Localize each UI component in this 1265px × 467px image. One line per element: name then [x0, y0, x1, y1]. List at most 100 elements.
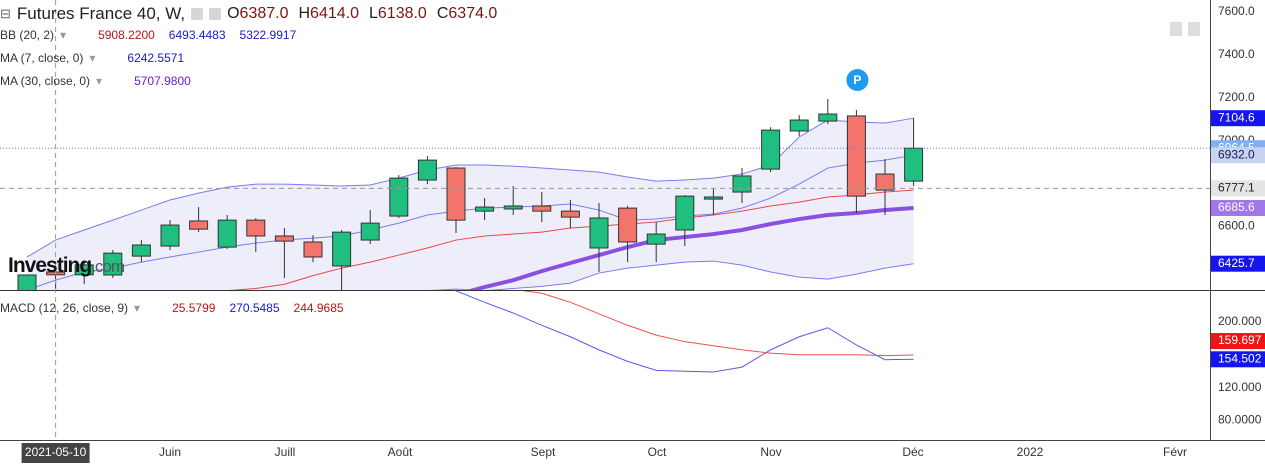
candle-body: [217, 219, 237, 248]
ohlc-value: 6374.0: [448, 5, 498, 22]
x-tick-label: Août: [388, 445, 413, 459]
candle-body: [532, 205, 552, 212]
candle-body: [160, 224, 180, 247]
legend-value: 6493.4483: [168, 28, 226, 42]
macd-label: 154.502: [1218, 351, 1262, 365]
candle-body: [904, 147, 924, 182]
legend-name: MACD (12, 26, close, 9): [0, 301, 129, 315]
y-tick-label: 7200.0: [1218, 90, 1255, 104]
price-label: 6932.0: [1218, 147, 1255, 161]
legend-value: 270.5485: [229, 301, 280, 315]
bb-middle: [26, 154, 914, 290]
candle-body: [103, 252, 123, 276]
header: ⊟ Futures France 40, W, O6387.0 H6414.0 L6…: [0, 4, 497, 24]
legend-value: 25.5799: [172, 301, 216, 315]
legend-name: MA (30, close, 0): [0, 74, 91, 88]
candle-body: [246, 219, 266, 237]
time-axis-bg: [0, 441, 1265, 467]
candle-body: [818, 113, 838, 122]
legend-value: 6242.5571: [127, 51, 185, 65]
legend-row: MA (7, close, 0) ▾ 6242.5571: [0, 51, 184, 65]
candle-body: [17, 274, 37, 290]
price-label-bg: [1211, 147, 1265, 164]
candle-body: [846, 115, 866, 197]
macd-line: [27, 291, 914, 357]
x-tick-label: Juin: [159, 445, 181, 459]
ohlc-value: 6414.0: [310, 5, 359, 22]
ohlc: O6387.0 H6414.0 L6138.0 C6374.0: [227, 5, 497, 23]
x-tick-label: Oct: [648, 445, 667, 459]
y-tick-label: 6600.0: [1218, 219, 1255, 233]
collapse-icon[interactable]: ⊟: [0, 6, 11, 21]
y2-tick-label: 200.000: [1218, 314, 1262, 328]
marker-label: P: [853, 73, 861, 87]
price-label: 6425.7: [1218, 256, 1255, 270]
logo-text: Investing: [8, 254, 92, 277]
candle-body: [360, 222, 380, 241]
macd-label: 159.697: [1218, 333, 1262, 347]
ma-line: [466, 205, 914, 290]
candle-body: [789, 119, 809, 132]
dropdown[interactable]: ▾: [89, 51, 96, 65]
legend-value: 5322.9917: [239, 28, 297, 42]
candle-body: [417, 159, 437, 181]
candle-body: [475, 206, 495, 212]
price-label-bg: [1211, 199, 1265, 216]
logo-suffix: .com: [91, 257, 125, 276]
candle-body: [675, 195, 695, 231]
legend-row: MACD (12, 26, close, 9) ▾ 25.5799 270.5485 2…: [0, 301, 344, 315]
candle-body: [446, 167, 466, 221]
logo: Investing.com: [8, 254, 125, 278]
candle-body: [503, 205, 523, 210]
y2-tick-label: 120.000: [1218, 380, 1262, 394]
candle-body: [332, 231, 352, 267]
macd-pane: [27, 291, 914, 373]
candle-body: [303, 241, 323, 258]
candle-body: [732, 175, 752, 193]
crosshair-date-bg: [21, 443, 90, 463]
candle-body: [274, 235, 294, 242]
price-label: 6777.1: [1218, 181, 1255, 195]
legend-value: 5707.9800: [134, 74, 191, 88]
candle-body: [618, 207, 638, 243]
candle-body: [131, 244, 151, 257]
dropdown[interactable]: ▾: [134, 301, 141, 315]
candle-body: [389, 177, 409, 217]
ohlc-value: 6138.0: [377, 5, 427, 22]
candle-body: [189, 220, 209, 230]
scroll-button[interactable]: [1188, 22, 1200, 36]
x-tick-label: Févr: [1163, 445, 1187, 459]
candle-body: [589, 217, 609, 249]
icon[interactable]: [209, 8, 222, 20]
candle-body: [560, 210, 580, 218]
ohlc-key: C: [436, 5, 449, 22]
dropdown[interactable]: ▾: [60, 28, 67, 42]
bb-fill: [27, 118, 914, 290]
ohlc-item: H6414.0: [298, 5, 359, 23]
ohlc-item: C6374.0: [437, 5, 498, 23]
icon[interactable]: [191, 8, 204, 20]
crosshair-date: 2021-05-10: [25, 445, 87, 459]
price-pane: P: [0, 69, 1210, 290]
x-tick-label: Déc: [902, 445, 923, 459]
symbol-title: Futures France 40, W,: [16, 4, 186, 23]
ohlc-key: H: [298, 5, 311, 22]
ohlc-item: O6387.0: [227, 5, 288, 23]
candle-body: [646, 233, 666, 245]
legend-name: MA (7, close, 0): [0, 51, 84, 65]
price-label-bg: [1211, 255, 1265, 272]
x-tick-label: Nov: [760, 445, 781, 459]
y2-tick-label: 80.0000: [1218, 413, 1262, 427]
ohlc-key: O: [227, 5, 240, 22]
dropdown[interactable]: ▾: [96, 74, 103, 88]
legend-row: MA (30, close, 0) ▾ 5707.9800: [0, 74, 191, 88]
ohlc-item: L6138.0: [369, 5, 427, 23]
macd-label-bg: [1211, 351, 1265, 368]
marker: [846, 69, 869, 91]
price-label-bg: [1211, 180, 1265, 197]
scroll-button[interactable]: [1170, 22, 1182, 36]
legend-row: BB (20, 2) ▾ 5908.2200 6493.4483 5322.9917: [0, 28, 296, 42]
